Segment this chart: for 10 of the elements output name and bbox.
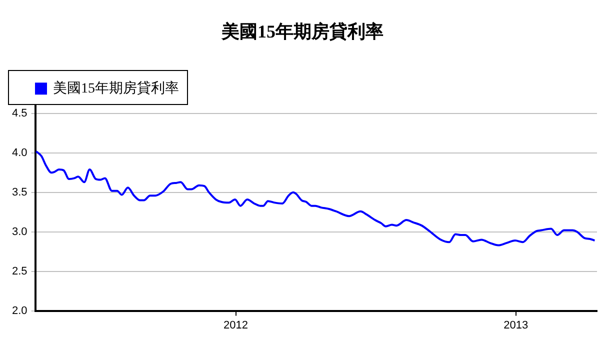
chart-title: 美國15年期房貸利率: [220, 21, 384, 42]
x-tick-label: 2012: [224, 319, 248, 332]
y-tick-label: 3.0: [12, 226, 28, 238]
legend-label: 美國15年期房貸利率: [53, 80, 179, 96]
y-tick-label: 4.5: [12, 108, 28, 120]
x-tick-label: 2013: [504, 319, 528, 332]
y-tick-label: 4.0: [12, 146, 28, 159]
y-tick-label: 2.0: [12, 304, 28, 317]
y-tick-label: 2.5: [12, 265, 28, 278]
y-tick-label: 3.5: [12, 186, 28, 198]
